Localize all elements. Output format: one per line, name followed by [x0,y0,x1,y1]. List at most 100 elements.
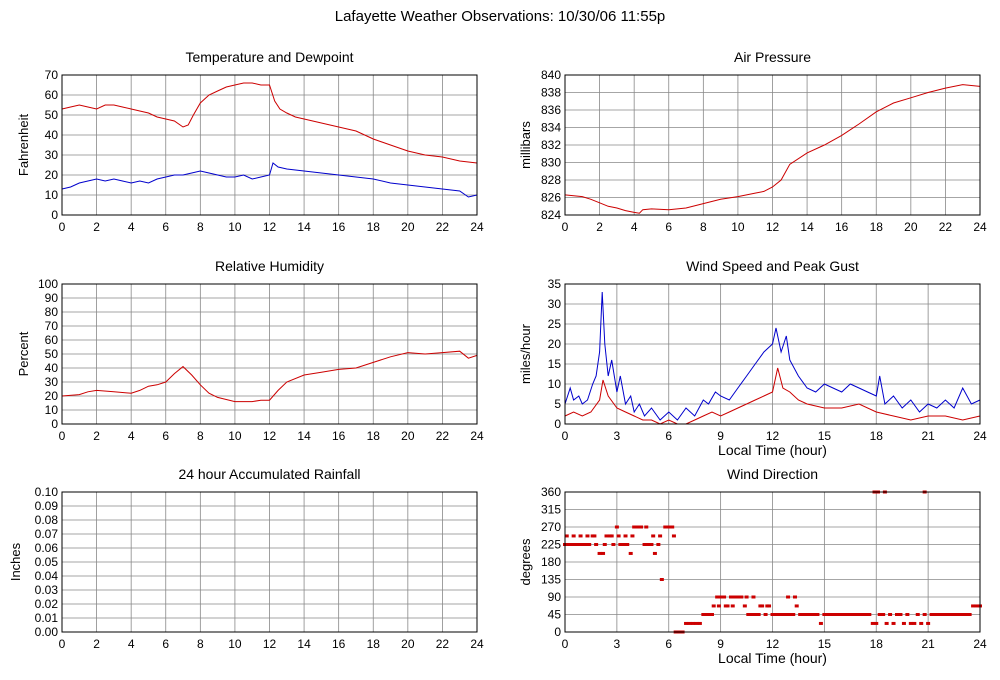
data-point [946,613,951,616]
x-tick-label: 20 [401,637,415,651]
x-tick-label: 24 [470,429,484,443]
data-point [794,604,799,608]
data-point [646,543,650,546]
data-point [601,551,606,555]
data-point [780,613,785,616]
data-point [964,613,969,616]
data-point [602,543,607,546]
x-axis-label: Local Time (hour) [718,650,827,666]
chart-title: 24 hour Accumulated Rainfall [178,466,360,482]
y-tick-label: 25 [548,317,562,331]
y-tick-label: 20 [45,168,59,182]
data-point [765,604,770,608]
y-axis-label: Percent [16,331,31,376]
plot-frame [564,491,981,633]
x-tick-label: 24 [973,220,987,234]
y-tick-label: 832 [541,138,561,152]
x-tick-label: 15 [818,429,832,443]
data-point [566,543,571,546]
data-point [585,534,590,538]
y-tick-label: 0.06 [35,541,59,555]
y-tick-label: 0.09 [35,499,59,513]
x-tick-label: 2 [93,429,100,443]
data-point [723,604,728,608]
x-tick-label: 20 [904,220,918,234]
series-line-temp-1 [61,162,478,198]
data-point [853,613,858,616]
x-tick-label: 16 [835,220,849,234]
chart-pressure: 0 2 4 6 8 10 12 14 16 18 20 22 248248268288308328348… [518,49,987,234]
data-point [784,613,789,616]
data-point [611,543,616,546]
data-point [618,543,623,546]
x-tick-label: 21 [921,637,935,651]
chart-title: Wind Speed and Peak Gust [686,258,859,274]
data-point [818,621,823,625]
y-tick-label: 30 [45,148,59,162]
data-point [792,595,797,599]
x-tick-label: 20 [401,220,415,234]
y-tick-label: 0 [51,208,58,222]
data-point [625,543,630,546]
x-tick-label: 14 [800,220,814,234]
data-point [729,595,733,599]
y-tick-label: 35 [548,277,562,291]
y-tick-label: 70 [45,319,59,333]
y-tick-label: 824 [541,208,561,222]
data-point [659,578,664,581]
data-point [694,621,699,625]
data-point [569,543,574,546]
x-tick-label: 20 [401,429,415,443]
y-tick-label: 50 [45,347,59,361]
x-tick-label: 0 [59,220,66,234]
data-point [874,621,879,625]
data-point [922,613,927,616]
chart-direction: 0 3 6 9 12 15 18 21 24 0 45 90 135 180 225 270 315 360 Win… [518,466,987,666]
series-line-wind-0 [564,291,981,421]
x-tick-label: 0 [59,637,66,651]
x-tick-label: 4 [128,220,135,234]
y-tick-label: 40 [45,128,59,142]
data-point [753,613,758,616]
data-point [580,543,585,546]
chart-title: Relative Humidity [215,258,324,274]
x-tick-label: 12 [263,220,277,234]
data-point [697,621,702,625]
data-point [651,534,656,538]
y-tick-label: 828 [541,173,561,187]
x-tick-label: 16 [332,637,346,651]
data-point [933,613,938,616]
x-tick-label: 8 [700,220,707,234]
y-tick-label: 315 [541,503,561,517]
data-point [953,613,958,616]
data-point [881,613,886,616]
x-tick-label: 22 [436,429,450,443]
y-tick-label: 0.00 [35,625,59,639]
y-tick-label: 60 [45,333,59,347]
data-point [905,613,910,616]
data-point [564,534,569,538]
x-tick-label: 18 [367,220,381,234]
chart-rain: 0 2 4 6 8 10 12 14 16 18 20 22 240.000.010.020.030.0… [8,466,484,651]
x-tick-label: 2 [93,220,100,234]
plot-frame [564,74,981,216]
data-point [746,613,751,616]
data-point [684,621,689,625]
data-point [891,621,896,625]
x-tick-label: 18 [870,429,884,443]
x-tick-label: 4 [128,637,135,651]
y-tick-label: 80 [45,305,59,319]
chart-title: Wind Direction [727,466,818,482]
x-tick-label: 0 [59,429,66,443]
x-tick-label: 12 [766,220,780,234]
y-tick-label: 10 [548,377,562,391]
x-tick-label: 10 [228,429,242,443]
x-tick-label: 24 [470,220,484,234]
x-tick-label: 22 [436,637,450,651]
data-point [576,543,581,546]
x-tick-label: 2 [596,220,603,234]
data-point [709,613,714,616]
data-point [850,613,855,616]
data-point [895,613,899,616]
data-point [943,613,948,616]
